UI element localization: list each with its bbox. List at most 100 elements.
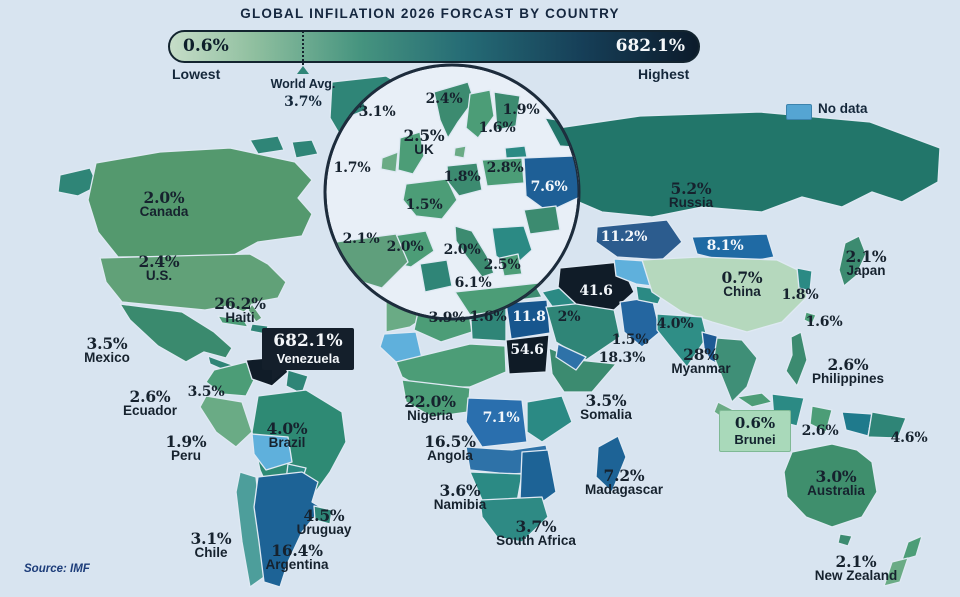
country-name: Brazil [268, 435, 306, 451]
country-label: 18.3% [598, 350, 646, 366]
country-name: Madagascar [584, 482, 664, 498]
country-value: 1.6% [469, 309, 507, 325]
country-name: Haiti [225, 310, 255, 326]
country-label: 3.6% Namibia [433, 481, 487, 513]
country-label: 4.0% Brazil [266, 419, 308, 451]
brunei-value: 0.6% [734, 414, 776, 432]
country-label: 3.7% South Africa [496, 517, 576, 548]
country-value: 2.4% [138, 252, 180, 271]
world-avg-marker-icon [297, 66, 309, 74]
country-label: 16.4% Argentina [265, 541, 329, 573]
country-value: 54.6 [510, 342, 544, 358]
country-value: 6.1% [454, 275, 492, 291]
country-label: 2.8% [487, 161, 524, 176]
no-data-swatch [786, 104, 812, 120]
source-credit: Source: IMF [24, 563, 90, 575]
world-avg-value: 3.7% [284, 94, 322, 110]
country-value: 2.1% [835, 552, 877, 571]
country-value: 11.8 [512, 309, 546, 325]
venezuela-value: 682.1% [273, 331, 343, 351]
country-value: 2.5% [403, 126, 445, 145]
venezuela-name: Venezuela [276, 351, 340, 366]
country-label: 2.1% [343, 232, 380, 247]
country-value: 2.6% [827, 355, 869, 374]
world-avg-text: World Avg. [270, 77, 336, 91]
country-name: UK [414, 142, 434, 158]
country-value: 16.4% [271, 541, 323, 560]
country-label: 5.2% Russia [668, 179, 714, 211]
country-name: Chile [194, 545, 228, 561]
country-name: Argentina [265, 557, 329, 573]
country-value: 7.6% [530, 179, 568, 195]
country-value: 2.1% [342, 231, 380, 247]
country-label: 2.0% [444, 243, 481, 258]
country-name: U.S. [145, 268, 173, 284]
country-name: Somalia [580, 407, 632, 423]
country-label: 22.0% Nigeria [404, 392, 456, 424]
country-value: 1.9% [165, 432, 207, 451]
country-label: 2% [558, 310, 581, 325]
country-value: 3.7% [515, 517, 557, 536]
country-label: 1.6% [806, 315, 843, 330]
country-label: 6.1% [455, 276, 492, 291]
country-name: Uruguay [296, 522, 352, 538]
country-value: 1.6% [478, 120, 516, 136]
country-label: 1.6% [479, 121, 516, 136]
country-value: 5.2% [670, 179, 712, 198]
country-value: 26.2% [214, 294, 266, 313]
country-value: 7.2% [603, 466, 645, 485]
country-name: Australia [807, 483, 865, 499]
legend-lowest-label: Lowest [172, 66, 221, 82]
country-label: 2.1% Japan [846, 248, 887, 278]
country-label: 4.0% [657, 317, 694, 332]
country-value: 3.5% [187, 384, 225, 400]
country-label: 1.8% [782, 288, 819, 303]
world-avg-dotted-line [302, 31, 304, 65]
country-label: 8.1% [707, 239, 744, 254]
country-label: 7.2% Madagascar [584, 466, 664, 498]
country-label: 2.6% Ecuador [123, 388, 177, 418]
country-value: 3.9% [428, 310, 466, 326]
country-value: 2.0% [386, 239, 424, 255]
country-label: 2.6% Philippines [812, 355, 884, 386]
country-value: 16.5% [424, 432, 476, 451]
country-label: 2.4% [426, 92, 463, 107]
country-label: 1.9% [503, 103, 540, 118]
country-value: 3.6% [439, 481, 481, 500]
country-value: 7.1% [482, 410, 520, 426]
country-label: 26.2% Haiti [214, 294, 266, 326]
country-value: 2.8% [486, 160, 524, 176]
country-label: 7.6% [531, 180, 568, 195]
country-label: 11.2% [601, 230, 648, 245]
country-value: 18.3% [598, 350, 646, 366]
venezuela-callout: 682.1% Venezuela [262, 328, 354, 381]
country-label: 11.8 [512, 309, 546, 325]
country-value: 2% [557, 309, 581, 325]
country-value: 0.7% [721, 268, 763, 287]
country-value: 1.5% [405, 197, 443, 213]
country-name: Peru [170, 448, 201, 464]
country-value: 2.5% [483, 257, 521, 273]
world-avg-label: World Avg. 3.7% [271, 75, 336, 111]
country-name: Namibia [433, 497, 487, 513]
country-label: 16.5% Angola [424, 432, 476, 463]
country-name: Mexico [84, 350, 130, 366]
country-label: 3.5% [188, 385, 225, 400]
country-label: 3.9% [429, 311, 466, 326]
brunei-name: Brunei [734, 432, 776, 447]
country-name: Canada [139, 204, 189, 220]
country-value: 22.0% [404, 392, 456, 411]
page-title: GLOBAL INFILATION 2026 FORCAST BY COUNTR… [240, 6, 620, 21]
country-value: 4.0% [266, 419, 308, 438]
country-name: Nigeria [407, 408, 453, 424]
country-value: 8.1% [706, 238, 744, 254]
country-label: 1.5% [406, 198, 443, 213]
country-label: 0.7% China [721, 268, 763, 299]
country-label: 1.7% [334, 161, 371, 176]
country-value: 2.4% [425, 91, 463, 107]
country-label: 2.0% Canada [139, 189, 189, 220]
country-name: Russia [668, 195, 714, 211]
country-label: 1.5% [612, 333, 649, 348]
country-value: 2.6% [801, 423, 839, 439]
